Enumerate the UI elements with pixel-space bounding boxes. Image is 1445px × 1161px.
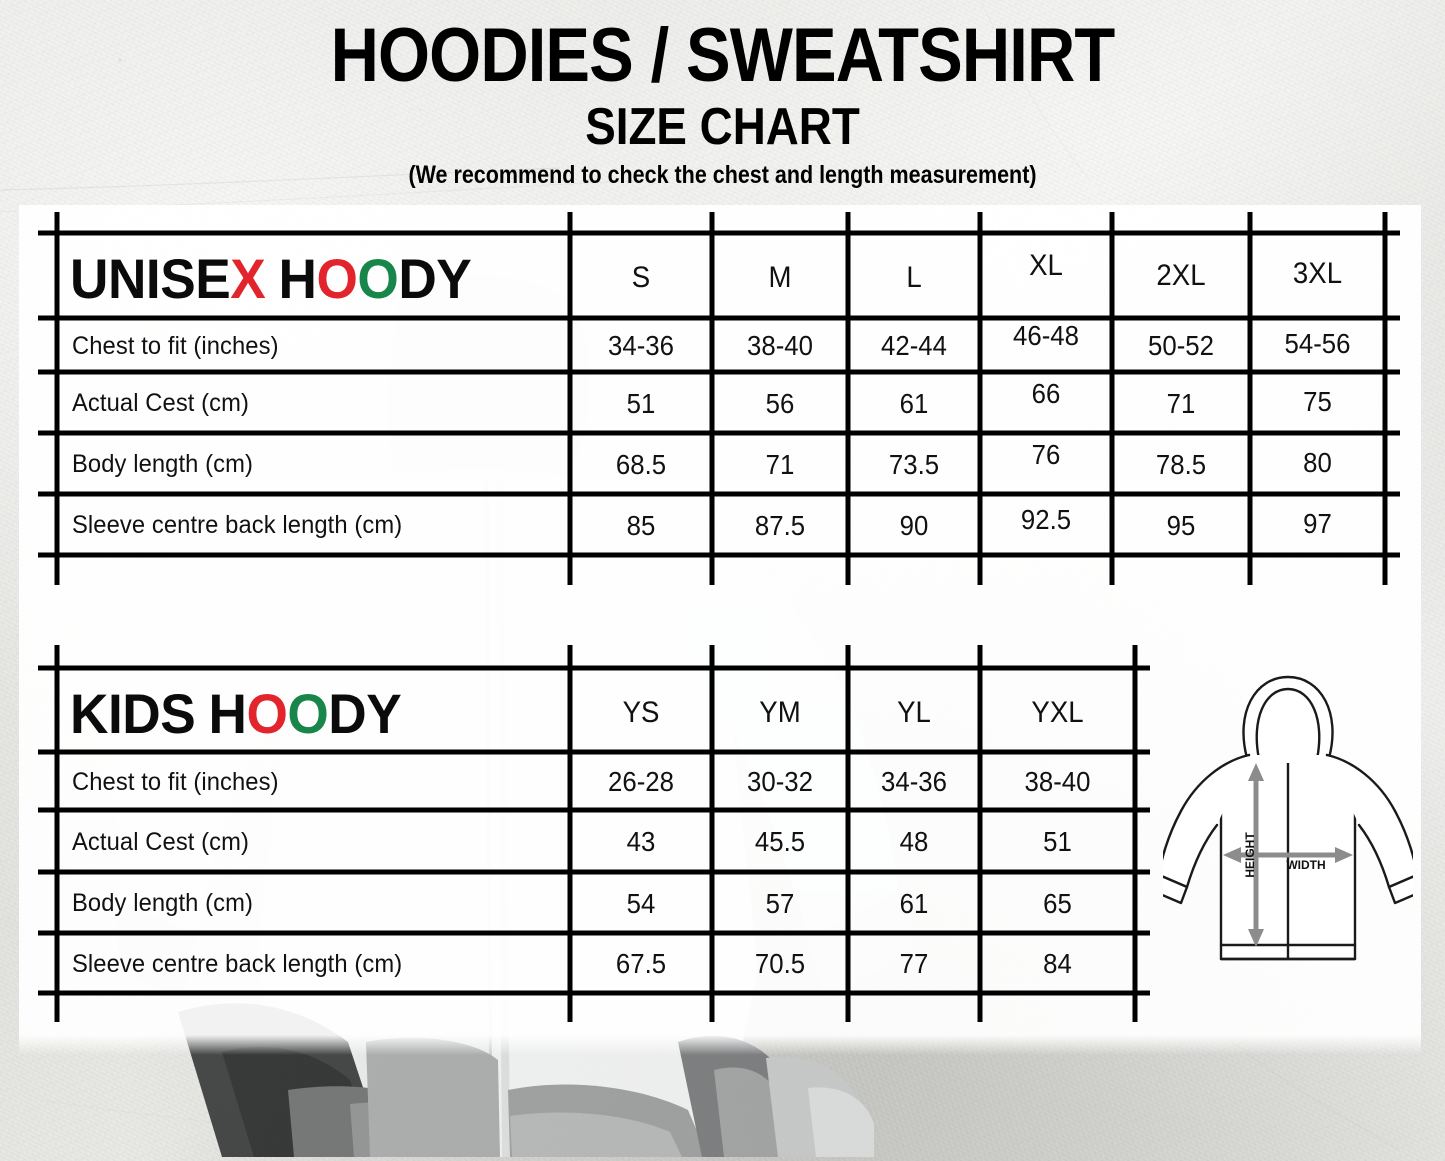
kids-row-label-chest-to-fit: Chest to fit (inches) <box>72 767 279 796</box>
unisex-brand-h: H <box>278 246 317 310</box>
unisex-cell-body-xl: 76 <box>1031 438 1061 470</box>
unisex-col-header-l: L <box>906 261 922 294</box>
unisex-col-header-3xl: 3XL <box>1292 257 1343 290</box>
unisex-cell-sleeve-s: 85 <box>626 509 656 541</box>
unisex-cell-actual-2xl: 71 <box>1166 387 1196 419</box>
unisex-col-header-s: S <box>631 261 651 294</box>
unisex-cell-actual-xl: 66 <box>1031 377 1061 409</box>
unisex-cell-chest-xl: 46-48 <box>1013 320 1079 351</box>
unisex-col-header-m: M <box>768 261 792 294</box>
kids-col-header-yl: YL <box>897 696 931 729</box>
kids-row-label-body-length: Body length (cm) <box>72 889 254 917</box>
kids-brand-suffix: DY <box>328 681 402 745</box>
unisex-cell-sleeve-xl: 92.5 <box>1020 503 1072 535</box>
unisex-cell-chest-m: 38-40 <box>747 330 813 361</box>
unisex-col-header-2xl: 2XL <box>1156 259 1206 292</box>
unisex-cell-chest-l: 42-44 <box>881 330 947 361</box>
kids-brand-o-green: O <box>287 681 329 745</box>
kids-col-header-ys: YS <box>622 696 660 729</box>
unisex-cell-sleeve-m: 87.5 <box>754 509 806 541</box>
unisex-brand-title: UNISE X H O O DY <box>70 240 540 316</box>
kids-col-header-ym: YM <box>759 696 801 729</box>
unisex-row-label-chest-to-fit: Chest to fit (inches) <box>72 331 279 360</box>
unisex-cell-body-2xl: 78.5 <box>1155 448 1207 480</box>
page-title: HOODIES / SWEATSHIRT <box>330 13 1116 98</box>
chart-panel-fade <box>19 1035 1421 1055</box>
unisex-brand-o-red: O <box>316 246 358 310</box>
unisex-cell-sleeve-2xl: 95 <box>1166 509 1196 541</box>
kids-brand-h: H <box>208 681 247 745</box>
kids-cell-actual-yxl: 51 <box>1043 826 1072 857</box>
unisex-row-label-body-length: Body length (cm) <box>72 450 254 478</box>
unisex-cell-chest-s: 34-36 <box>608 330 674 361</box>
unisex-brand-prefix: UNISE <box>70 246 231 310</box>
unisex-cell-actual-3xl: 75 <box>1303 385 1332 417</box>
unisex-brand-x: X <box>230 246 266 310</box>
diagram-height-label: HEIGHT <box>1243 832 1257 878</box>
kids-row-label-sleeve: Sleeve centre back length (cm) <box>72 949 403 978</box>
unisex-cell-sleeve-l: 90 <box>899 509 929 541</box>
kids-cell-chest-ys: 26-28 <box>608 766 674 797</box>
page-note: (We recommend to check the chest and len… <box>408 161 1037 189</box>
unisex-brand-o-green: O <box>357 246 399 310</box>
kids-brand-o-red: O <box>246 681 288 745</box>
kids-cell-chest-yxl: 38-40 <box>1024 766 1091 797</box>
kids-cell-sleeve-ym: 70.5 <box>754 948 806 979</box>
unisex-cell-chest-2xl: 50-52 <box>1148 330 1214 361</box>
kids-cell-sleeve-yxl: 84 <box>1043 948 1072 979</box>
kids-cell-sleeve-yl: 77 <box>899 948 929 979</box>
kids-brand-title: KIDS H O O DY <box>70 674 540 752</box>
kids-cell-body-ys: 54 <box>626 887 656 919</box>
unisex-row-label-sleeve: Sleeve centre back length (cm) <box>72 511 403 539</box>
page-subtitle: SIZE CHART <box>585 98 860 156</box>
chart-header: HOODIES / SWEATSHIRT SIZE CHART (We reco… <box>0 0 1445 190</box>
unisex-cell-body-s: 68.5 <box>615 448 667 480</box>
unisex-cell-body-l: 73.5 <box>888 448 940 480</box>
unisex-cell-sleeve-3xl: 97 <box>1303 507 1332 539</box>
kids-col-header-yxl: YXL <box>1031 696 1084 729</box>
kids-cell-body-yl: 61 <box>899 887 929 919</box>
diagram-width-label: WIDTH <box>1286 858 1325 872</box>
unisex-cell-body-m: 71 <box>765 448 795 480</box>
kids-brand-prefix: KIDS <box>70 681 196 745</box>
kids-cell-actual-ym: 45.5 <box>754 826 806 857</box>
kids-row-label-actual-chest: Actual Cest (cm) <box>72 827 250 856</box>
width-arrow-icon <box>1223 847 1353 863</box>
kids-cell-actual-ys: 43 <box>626 826 656 857</box>
kids-cell-sleeve-ys: 67.5 <box>615 948 667 979</box>
kids-cell-body-ym: 57 <box>765 887 795 919</box>
unisex-cell-chest-3xl: 54-56 <box>1284 328 1351 359</box>
hoodie-measurement-diagram: HEIGHT WIDTH <box>1163 675 1413 961</box>
chart-panel <box>19 205 1421 1035</box>
unisex-cell-body-3xl: 80 <box>1303 446 1332 478</box>
kids-cell-body-yxl: 65 <box>1043 887 1072 919</box>
kids-cell-chest-yl: 34-36 <box>881 766 947 797</box>
unisex-cell-actual-l: 61 <box>899 387 929 419</box>
kids-cell-chest-ym: 30-32 <box>747 766 813 797</box>
unisex-row-label-actual-chest: Actual Cest (cm) <box>72 389 250 417</box>
kids-cell-actual-yl: 48 <box>899 826 929 857</box>
unisex-col-header-xl: XL <box>1029 249 1063 282</box>
unisex-cell-actual-s: 51 <box>626 387 656 419</box>
unisex-brand-suffix: DY <box>398 246 472 310</box>
unisex-cell-actual-m: 56 <box>765 387 795 419</box>
